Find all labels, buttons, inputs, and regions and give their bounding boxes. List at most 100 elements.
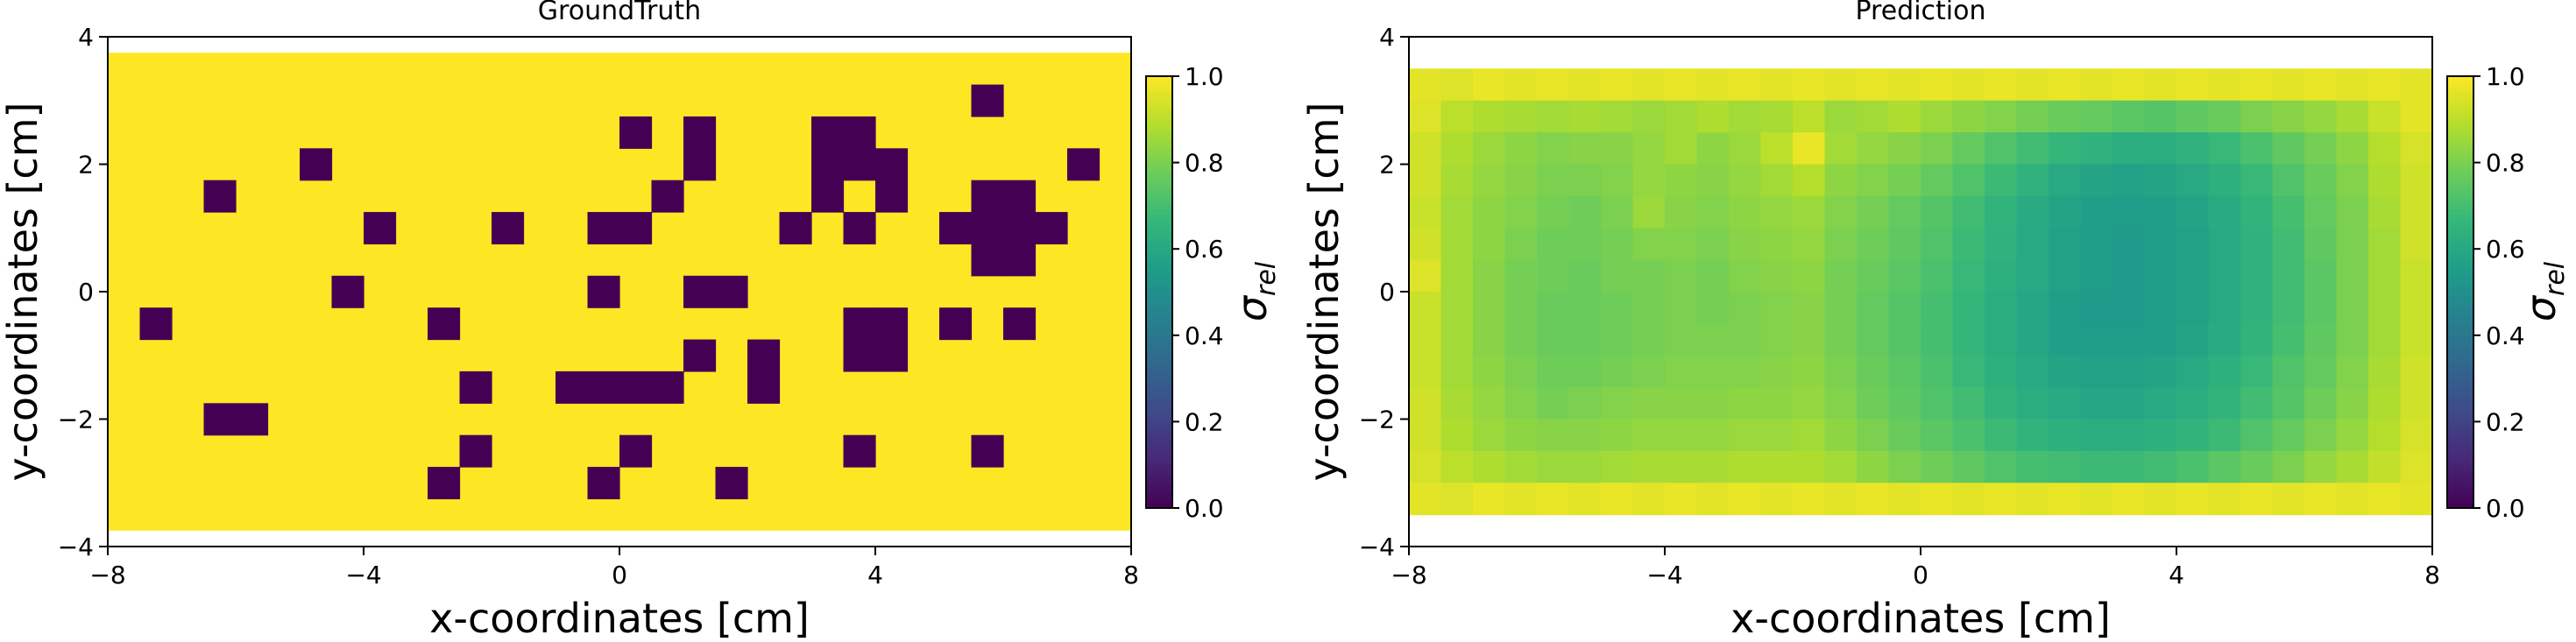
colorbar-gradient-step xyxy=(2447,447,2473,453)
colorbar-gradient-step xyxy=(1146,287,1172,293)
heatmap-cell xyxy=(1921,100,1954,133)
colorbar-gradient-step xyxy=(2447,180,2473,186)
colorbar-gradient-step xyxy=(1146,265,1172,272)
heatmap-cell xyxy=(1409,68,1442,102)
heatmap-cell xyxy=(364,212,397,245)
colorbar-gradient-step xyxy=(2447,421,2473,427)
colorbar-gradient-step xyxy=(2447,244,2473,250)
heatmap-cell xyxy=(2368,323,2402,356)
x-tick-label: −8 xyxy=(89,561,125,589)
heatmap-cell xyxy=(1601,195,1634,229)
prediction-x-axis-label: x-coordinates [cm] xyxy=(1730,595,2111,642)
heatmap-cell xyxy=(2112,68,2146,102)
heatmap-cell xyxy=(2112,132,2146,166)
heatmap-cell xyxy=(1760,132,1794,166)
heatmap-cell xyxy=(2240,450,2274,483)
heatmap-cell xyxy=(2080,100,2113,133)
colorbar-gradient-step xyxy=(1146,370,1172,375)
heatmap-cell xyxy=(1568,259,1602,293)
heatmap-cell xyxy=(683,339,717,372)
heatmap-cell xyxy=(1857,68,1890,102)
colorbar-tick-label: 1.0 xyxy=(2486,62,2525,91)
heatmap-cell xyxy=(2016,100,2049,133)
colorbar-gradient-step xyxy=(2447,236,2473,242)
colorbar-gradient-step xyxy=(2447,193,2473,198)
colorbar-gradient-step xyxy=(1146,495,1172,500)
heatmap-cell xyxy=(1952,228,1985,261)
heatmap-cell xyxy=(1921,259,1954,293)
prediction-colorbar-label: σrel xyxy=(2517,261,2571,321)
heatmap-cell xyxy=(747,370,781,404)
colorbar-gradient-step xyxy=(2447,370,2473,375)
colorbar-gradient-step xyxy=(2447,326,2473,332)
prediction-heatmap xyxy=(1409,68,2433,516)
heatmap-cell xyxy=(2368,132,2402,166)
heatmap-cell xyxy=(2304,100,2338,133)
colorbar-gradient-step xyxy=(1146,137,1172,142)
heatmap-cell xyxy=(2272,164,2305,197)
colorbar-gradient-step xyxy=(1146,395,1172,401)
heatmap-cell xyxy=(619,212,653,245)
heatmap-cell xyxy=(1440,450,1474,483)
heatmap-cell xyxy=(2400,164,2433,197)
heatmap-cell xyxy=(779,212,812,245)
heatmap-cell xyxy=(2112,292,2146,324)
heatmap-cell xyxy=(1504,228,1538,261)
heatmap-cell xyxy=(1409,292,1442,324)
prediction-x-ticks: −8 −4 0 4 8 xyxy=(1391,547,2440,589)
heatmap-cell xyxy=(2208,387,2241,420)
heatmap-cell xyxy=(1888,68,1921,102)
heatmap-cell xyxy=(1952,100,1985,133)
heatmap-cell xyxy=(1696,228,1730,261)
heatmap-cell xyxy=(1601,228,1634,261)
heatmap-cell xyxy=(1824,355,1858,388)
heatmap-cell xyxy=(139,307,173,341)
heatmap-cell xyxy=(1760,259,1794,293)
heatmap-cell xyxy=(2016,228,2049,261)
colorbar-gradient-step xyxy=(2447,97,2473,103)
colorbar-gradient-step xyxy=(2447,365,2473,371)
heatmap-cell xyxy=(2400,132,2433,166)
heatmap-cell xyxy=(1473,450,1506,483)
heatmap-cell xyxy=(1440,228,1474,261)
colorbar-gradient-step xyxy=(1146,413,1172,419)
groundtruth-colorbar: 0.0 0.2 0.4 0.6 0.8 1.0 xyxy=(1145,62,1224,523)
colorbar-gradient-step xyxy=(1146,322,1172,328)
heatmap-cell xyxy=(2240,164,2274,197)
y-tick-label: 0 xyxy=(78,278,94,307)
heatmap-cell xyxy=(2176,228,2210,261)
colorbar-tick-label: 0.8 xyxy=(2486,149,2525,178)
heatmap-cell xyxy=(1921,419,1954,452)
colorbar-gradient-step xyxy=(2447,343,2473,349)
heatmap-cell xyxy=(2080,132,2113,166)
colorbar-gradient-step xyxy=(2447,253,2473,258)
heatmap-cell xyxy=(2049,100,2082,133)
heatmap-cell xyxy=(1921,228,1954,261)
heatmap-cell xyxy=(1696,387,1730,420)
heatmap-cell xyxy=(2016,450,2049,483)
heatmap-cell xyxy=(1921,355,1954,388)
heatmap-cell xyxy=(2272,450,2305,483)
heatmap-cell xyxy=(2240,132,2274,166)
heatmap-cell xyxy=(2400,419,2433,452)
colorbar-gradient-step xyxy=(2447,184,2473,189)
heatmap-cell xyxy=(1440,195,1474,229)
heatmap-cell xyxy=(1632,259,1666,293)
heatmap-cell xyxy=(1568,132,1602,166)
heatmap-cell xyxy=(1440,259,1474,293)
colorbar-gradient-step xyxy=(1146,383,1172,388)
heatmap-cell xyxy=(1857,100,1890,133)
heatmap-cell xyxy=(2049,483,2082,516)
heatmap-cell xyxy=(1857,483,1890,516)
colorbar-gradient-step xyxy=(1146,128,1172,133)
heatmap-cell xyxy=(1665,387,1698,420)
heatmap-cell xyxy=(2144,450,2177,483)
colorbar-gradient-step xyxy=(1146,318,1172,323)
heatmap-cell xyxy=(2272,387,2305,420)
heatmap-cell xyxy=(715,467,748,500)
heatmap-cell xyxy=(1601,483,1634,516)
heatmap-cell xyxy=(1793,228,1826,261)
heatmap-cell xyxy=(2272,132,2305,166)
colorbar-gradient-step xyxy=(2447,76,2473,81)
